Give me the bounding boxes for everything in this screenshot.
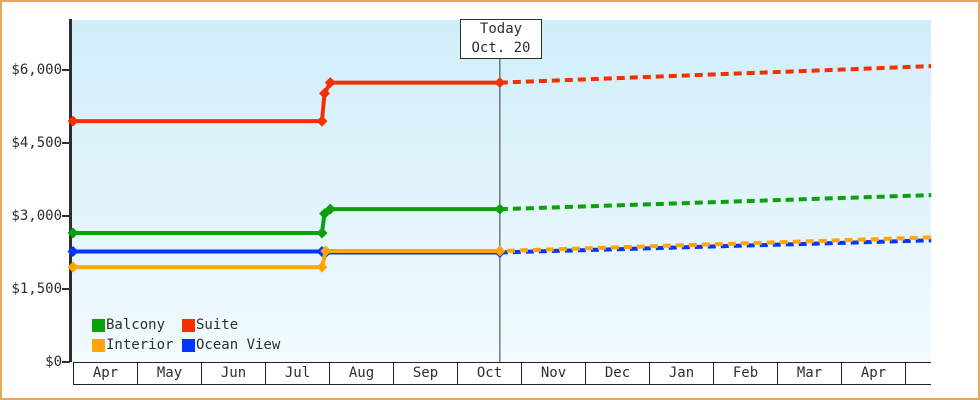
legend-label: Interior (106, 337, 174, 353)
legend-item-interior: Interior (92, 335, 182, 355)
month-cell-apr: Apr (74, 363, 138, 384)
month-cell-aug: Aug (330, 363, 394, 384)
series-interior-solid (73, 249, 500, 270)
y-tick-label: $3,000 (11, 208, 62, 224)
series-suite-marker (319, 87, 331, 99)
series-suite-marker (494, 77, 506, 89)
y-tick-label: $6,000 (11, 62, 62, 78)
legend-item-ocean-view: Ocean View (182, 335, 280, 355)
month-cell-mar: Mar (778, 363, 842, 384)
series-balcony-marker (316, 227, 328, 239)
today-box-title: Today (479, 21, 523, 37)
series-suite-marker (316, 115, 328, 127)
legend: Balcony Suite Interior Ocean View (92, 315, 280, 355)
series-interior-marker (316, 261, 328, 273)
month-cell-dec: Dec (586, 363, 650, 384)
month-cell-feb: Feb (714, 363, 778, 384)
month-cell-may: May (138, 363, 202, 384)
legend-label: Ocean View (196, 337, 281, 353)
month-cell-jun: Jun (202, 363, 266, 384)
month-cell-empty (906, 363, 931, 384)
series-balcony-forecast (499, 193, 932, 212)
series-interior-marker (67, 261, 79, 273)
series-ocean-view-marker (67, 246, 79, 258)
y-tick-label: $0 (45, 354, 62, 370)
month-cell-jan: Jan (650, 363, 714, 384)
today-box-date: Oct. 20 (471, 40, 531, 56)
y-tick-label: $4,500 (11, 135, 62, 151)
legend-swatch (182, 338, 195, 352)
series-ocean-view-forecast (499, 238, 932, 255)
legend-swatch (182, 318, 195, 332)
legend-item-suite: Suite (182, 315, 280, 335)
series-interior-marker (494, 245, 506, 257)
month-cell-nov: Nov (522, 363, 586, 384)
series-suite-marker (67, 115, 79, 127)
series-suite-forecast (499, 64, 932, 85)
series-balcony-marker (494, 203, 506, 215)
month-cell-apr: Apr (842, 363, 906, 384)
legend-item-balcony: Balcony (92, 315, 182, 335)
legend-label: Suite (196, 317, 239, 333)
series-interior-marker (320, 245, 332, 257)
plot-area (72, 20, 931, 362)
today-box: Today Oct. 20 (460, 19, 542, 59)
x-axis-month-row: Apr May Jun Jul Aug Sep Oct Nov Dec Jan Feb Mar Apr (73, 362, 931, 385)
series-suite-marker (324, 77, 336, 89)
month-cell-oct: Oct (458, 363, 522, 384)
month-cell-sep: Sep (394, 363, 458, 384)
legend-label: Balcony (106, 317, 166, 333)
legend-swatch (92, 318, 105, 332)
y-tick-label: $1,500 (11, 281, 62, 297)
series-balcony-marker (67, 227, 79, 239)
legend-swatch (92, 338, 105, 352)
series-balcony-marker (324, 203, 336, 215)
month-cell-jul: Jul (266, 363, 330, 384)
series-interior-forecast (499, 235, 932, 254)
